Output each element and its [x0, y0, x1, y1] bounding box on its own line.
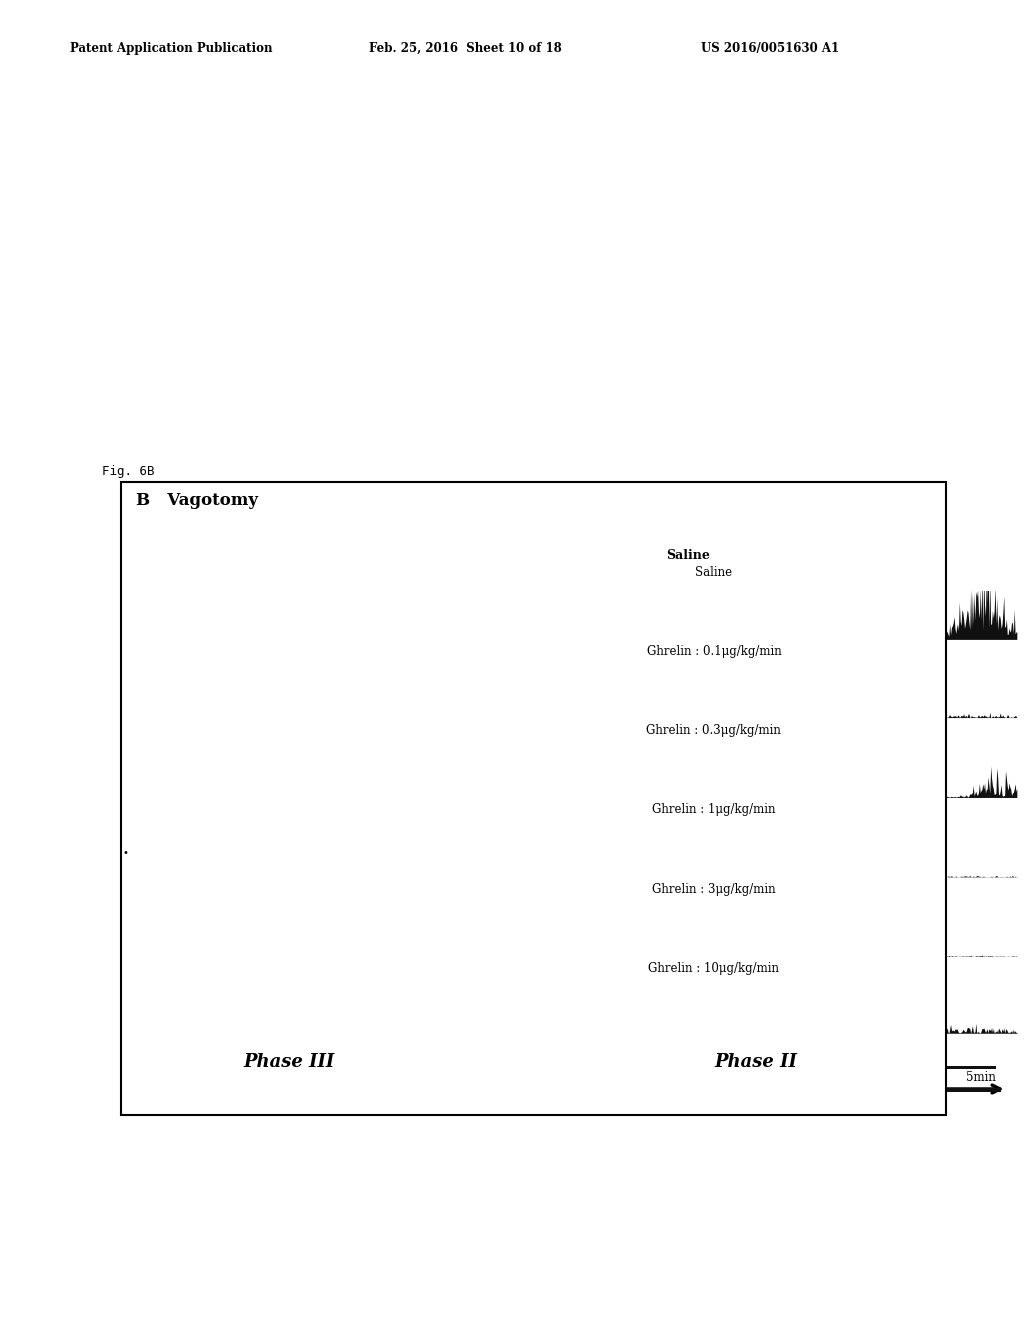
Text: •: • [122, 847, 128, 858]
Text: Phase III: Phase III [244, 1052, 335, 1071]
Text: Ghrelin : 0.1μg/kg/min: Ghrelin : 0.1μg/kg/min [646, 645, 781, 659]
Text: Fig. 6B: Fig. 6B [102, 465, 155, 478]
Text: Patent Application Publication: Patent Application Publication [70, 42, 272, 55]
Text: B   Vagotomy: B Vagotomy [136, 492, 258, 510]
Text: Ghrelin : 3μg/kg/min: Ghrelin : 3μg/kg/min [652, 883, 776, 896]
Text: *: * [251, 824, 259, 840]
Text: *: * [248, 903, 256, 919]
Text: Ghrelin : 1μg/kg/min: Ghrelin : 1μg/kg/min [652, 804, 776, 817]
Text: Ghrelin : 0.3μg/kg/min: Ghrelin : 0.3μg/kg/min [646, 725, 781, 738]
Text: Saline: Saline [666, 549, 710, 562]
Text: *: * [257, 586, 265, 602]
Text: *: * [254, 665, 262, 681]
Text: US 2016/0051630 A1: US 2016/0051630 A1 [701, 42, 840, 55]
Text: Ghrelin : 10μg/kg/min: Ghrelin : 10μg/kg/min [648, 962, 779, 975]
Text: Feb. 25, 2016  Sheet 10 of 18: Feb. 25, 2016 Sheet 10 of 18 [369, 42, 561, 55]
Text: *: * [239, 982, 246, 998]
Text: Phase II: Phase II [715, 1052, 797, 1071]
Text: Saline: Saline [695, 566, 732, 579]
Text: *: * [257, 744, 265, 760]
Text: 5min: 5min [967, 1072, 996, 1085]
